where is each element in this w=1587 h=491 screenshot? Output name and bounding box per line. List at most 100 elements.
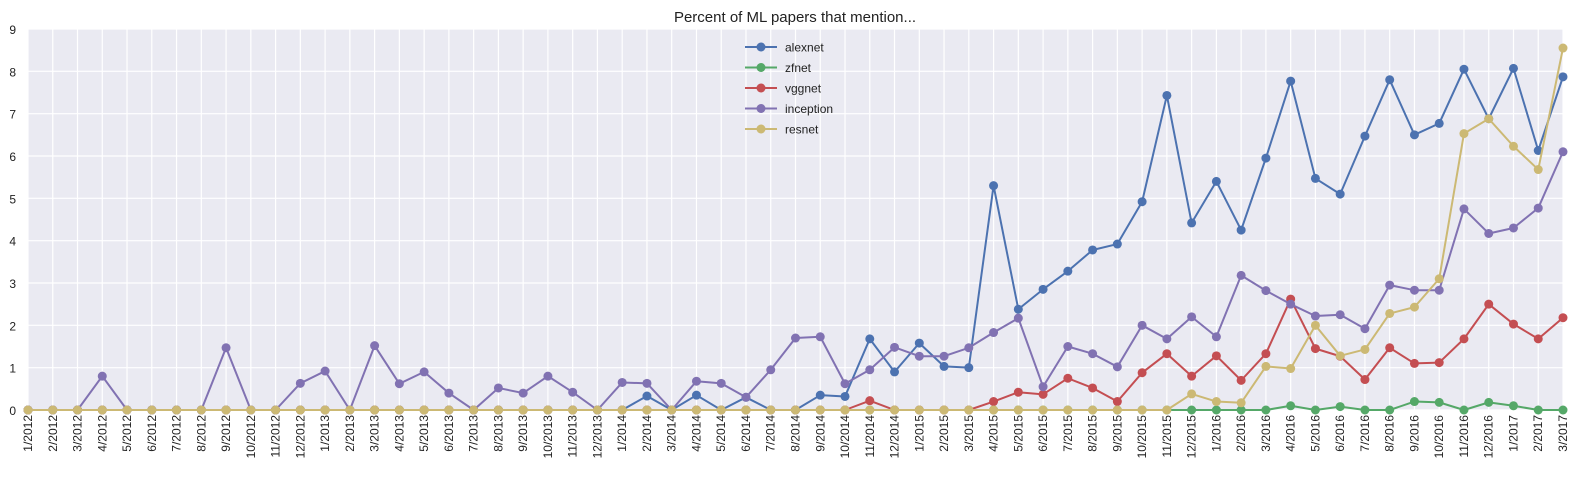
data-point-resnet: [939, 405, 949, 415]
data-point-vggnet: [865, 396, 875, 406]
data-point-inception: [791, 333, 800, 343]
x-tick-label: 2/2017: [1531, 415, 1545, 452]
data-point-resnet: [1261, 361, 1271, 371]
x-tick-label: 8/2015: [1086, 415, 1100, 452]
data-point-resnet: [1211, 397, 1221, 407]
x-tick-label: 6/2012: [145, 415, 159, 452]
data-point-zfnet: [1459, 405, 1469, 415]
data-point-zfnet: [1236, 405, 1246, 415]
data-point-vggnet: [1558, 313, 1568, 323]
data-point-alexnet: [1236, 225, 1246, 235]
y-tick-label: 9: [9, 23, 16, 37]
data-point-inception: [766, 365, 776, 375]
x-tick-label: 3/2014: [665, 415, 679, 452]
x-tick-label: 3/2013: [368, 415, 382, 452]
data-point-alexnet: [1038, 284, 1048, 294]
data-point-inception: [295, 378, 305, 388]
data-point-inception: [890, 342, 900, 352]
data-point-resnet: [1385, 308, 1395, 318]
data-point-alexnet: [1459, 64, 1469, 74]
legend-label: alexnet: [785, 41, 824, 55]
data-point-resnet: [1508, 141, 1518, 151]
data-point-vggnet: [1236, 375, 1246, 385]
data-point-inception: [1360, 324, 1370, 334]
data-point-vggnet: [1385, 343, 1395, 353]
data-point-inception: [1162, 334, 1172, 344]
data-point-resnet: [246, 405, 256, 415]
x-tick-label: 4/2012: [95, 415, 109, 452]
data-point-vggnet: [1063, 373, 1073, 383]
data-point-vggnet: [1409, 358, 1419, 368]
data-point-resnet: [469, 405, 479, 415]
data-point-inception: [493, 383, 503, 393]
data-point-resnet: [617, 405, 627, 415]
data-point-inception: [97, 371, 107, 381]
y-tick-label: 5: [9, 192, 16, 206]
data-point-inception: [221, 343, 231, 353]
x-tick-label: 10/2015: [1135, 415, 1149, 459]
data-point-inception: [1261, 286, 1271, 296]
data-point-inception: [1236, 270, 1246, 280]
data-point-inception: [1112, 362, 1122, 372]
data-point-alexnet: [1162, 90, 1172, 100]
data-point-resnet: [271, 405, 281, 415]
data-point-alexnet: [1187, 218, 1197, 228]
data-point-alexnet: [840, 391, 850, 401]
data-point-inception: [1409, 285, 1419, 295]
data-point-zfnet: [1434, 397, 1444, 407]
data-point-resnet: [840, 405, 850, 415]
data-point-inception: [1310, 311, 1320, 321]
data-point-vggnet: [1187, 371, 1197, 381]
data-point-inception: [642, 378, 652, 388]
series-layer: [23, 43, 1568, 415]
data-point-vggnet: [1533, 334, 1543, 344]
data-point-inception: [964, 343, 974, 353]
x-tick-label: 12/2012: [293, 415, 307, 459]
x-tick-label: 7/2015: [1061, 415, 1075, 452]
data-point-zfnet: [1335, 402, 1345, 412]
legend-item-inception: inception: [745, 102, 833, 116]
x-tick-label: 5/2016: [1308, 415, 1322, 452]
data-point-resnet: [1459, 129, 1469, 139]
data-point-vggnet: [1088, 383, 1098, 393]
data-point-inception: [691, 376, 701, 386]
data-point-zfnet: [1187, 405, 1197, 415]
x-tick-label: 12/2014: [888, 415, 902, 459]
data-point-resnet: [691, 405, 701, 415]
data-point-inception: [617, 377, 627, 387]
x-tick-label: 1/2013: [318, 415, 332, 452]
data-point-inception: [444, 388, 454, 398]
data-point-inception: [1137, 320, 1147, 330]
x-tick-label: 11/2013: [566, 415, 580, 458]
data-point-resnet: [345, 405, 355, 415]
x-tick-label: 12/2013: [590, 415, 604, 459]
x-tick-label: 5/2014: [714, 415, 728, 452]
data-point-alexnet: [1137, 197, 1147, 207]
data-point-vggnet: [1013, 387, 1023, 397]
data-point-alexnet: [1310, 173, 1320, 183]
data-point-resnet: [1558, 43, 1568, 53]
x-tick-label: 2/2016: [1234, 415, 1248, 452]
x-tick-label: 9/2014: [813, 415, 827, 452]
data-point-resnet: [97, 405, 107, 415]
x-tick-label: 7/2016: [1358, 415, 1372, 452]
x-tick-label: 8/2016: [1383, 415, 1397, 452]
data-point-inception: [840, 379, 850, 389]
x-tick-label: 1/2016: [1209, 415, 1223, 452]
x-tick-label: 11/2012: [269, 415, 283, 458]
data-point-resnet: [815, 405, 825, 415]
x-tick-label: 6/2013: [442, 415, 456, 452]
data-point-resnet: [1112, 405, 1122, 415]
legend-label: zfnet: [785, 61, 812, 75]
data-point-inception: [394, 379, 404, 389]
data-point-resnet: [444, 405, 454, 415]
data-point-alexnet: [1434, 118, 1444, 128]
data-point-resnet: [865, 405, 875, 415]
data-point-zfnet: [1558, 405, 1568, 415]
data-point-vggnet: [1211, 351, 1221, 361]
x-tick-label: 11/2014: [863, 415, 877, 458]
legend: alexnet zfnet vggnet inception resnet: [745, 41, 833, 137]
data-point-alexnet: [1261, 153, 1271, 163]
x-tick-label: 9/2012: [219, 415, 233, 452]
data-point-resnet: [493, 405, 503, 415]
